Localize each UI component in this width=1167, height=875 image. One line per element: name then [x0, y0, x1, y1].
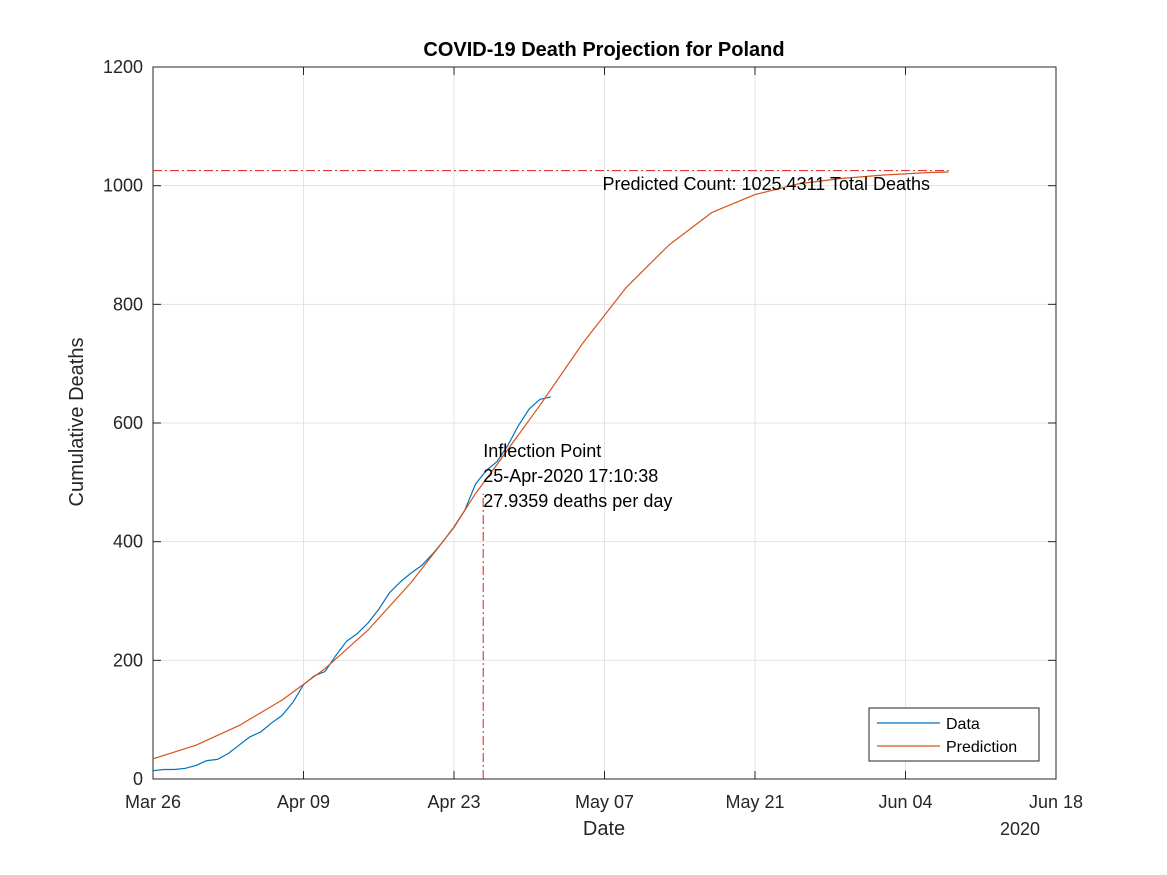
chart-title: COVID-19 Death Projection for Poland: [423, 39, 784, 61]
x-tick-label: Apr 09: [277, 792, 330, 812]
x-tick-label: Jun 18: [1029, 792, 1083, 812]
x-tick-label: Mar 26: [125, 792, 181, 812]
asymptote-label: Predicted Count: 1025.4311 Total Deaths: [602, 174, 930, 194]
grid: [153, 67, 1056, 779]
inflection-label-line: 27.9359 deaths per day: [483, 491, 672, 511]
legend-box: [868, 707, 1040, 762]
x-tick-label: May 07: [575, 792, 634, 812]
series-line-prediction: [152, 171, 949, 760]
reference-lines: [153, 170, 949, 779]
y-tick-label: 800: [113, 294, 143, 314]
series-lines: [152, 171, 949, 772]
x-axis-year-label: 2020: [1000, 819, 1040, 839]
tick-labels: Mar 26 Apr 09 Apr 23 May 07 May 21 Jun 04 Jun …: [103, 57, 1083, 812]
legend-label-prediction: Prediction: [946, 739, 1017, 756]
plot-frame: [152, 66, 1057, 780]
x-tick-label: May 21: [725, 792, 784, 812]
legend: Data Prediction: [868, 707, 1040, 762]
y-tick-label: 200: [113, 650, 143, 670]
y-tick-label: 400: [113, 532, 143, 552]
series-line-data: [152, 396, 551, 772]
y-tick-label: 600: [113, 413, 143, 433]
inflection-label-line: 25-Apr-2020 17:10:38: [483, 466, 658, 486]
x-tick-label: Jun 04: [878, 792, 932, 812]
legend-label-data: Data: [946, 716, 980, 733]
annotations: Predicted Count: 1025.4311 Total Deaths I…: [483, 174, 930, 511]
x-axis-label: Date: [583, 818, 625, 840]
inflection-label-line: Inflection Point: [483, 441, 601, 461]
y-axis-label: Cumulative Deaths: [66, 338, 88, 507]
y-tick-label: 0: [133, 769, 143, 789]
plot-border: [152, 66, 1057, 780]
x-tick-label: Apr 23: [427, 792, 480, 812]
y-tick-label: 1200: [103, 57, 143, 77]
y-tick-label: 1000: [103, 176, 143, 196]
